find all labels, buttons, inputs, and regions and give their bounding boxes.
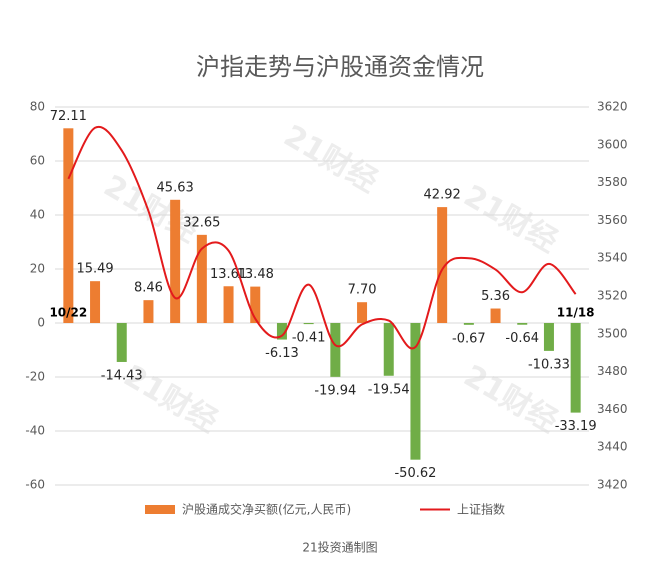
bar bbox=[330, 323, 341, 377]
bar bbox=[116, 323, 127, 362]
data-label: -50.62 bbox=[394, 466, 436, 481]
data-label: 42.92 bbox=[424, 188, 461, 203]
bar bbox=[543, 323, 554, 351]
bar bbox=[437, 207, 448, 323]
bar bbox=[63, 128, 74, 323]
source: 21投资通制图 bbox=[302, 540, 377, 555]
data-label: 72.11 bbox=[50, 109, 87, 124]
data-label: 13.48 bbox=[237, 267, 274, 282]
bar bbox=[90, 281, 101, 323]
legend-swatch bbox=[145, 505, 175, 514]
y2-tick-label: 3500 bbox=[597, 326, 628, 340]
y2-tick-label: 3460 bbox=[597, 402, 628, 416]
data-label: 15.49 bbox=[76, 262, 113, 277]
y2-tick-label: 3540 bbox=[597, 251, 628, 265]
data-label: 5.36 bbox=[481, 289, 510, 304]
bar bbox=[463, 323, 474, 325]
y-tick-label: -20 bbox=[25, 370, 45, 384]
legend-label: 上证指数 bbox=[457, 502, 505, 517]
legend-label: 沪股通成交净买额(亿元,人民币) bbox=[182, 502, 351, 517]
bar bbox=[570, 323, 581, 413]
bar bbox=[170, 199, 181, 323]
bar bbox=[276, 323, 287, 340]
bar bbox=[250, 286, 261, 323]
line bbox=[67, 125, 577, 350]
data-label: -0.41 bbox=[292, 331, 326, 346]
y2-tick-label: 3440 bbox=[597, 440, 628, 454]
y-tick-label: -40 bbox=[25, 424, 45, 438]
bar bbox=[383, 323, 394, 376]
bar bbox=[303, 323, 314, 325]
data-label: 45.63 bbox=[157, 180, 194, 195]
data-label: -33.19 bbox=[555, 419, 597, 434]
y-tick-label: 40 bbox=[30, 208, 45, 222]
data-label: -19.54 bbox=[368, 382, 410, 397]
bar bbox=[357, 302, 368, 323]
y2-tick-label: 3620 bbox=[597, 100, 628, 114]
bar bbox=[196, 234, 207, 323]
data-label: -19.94 bbox=[314, 383, 356, 398]
data-label: -10.33 bbox=[528, 357, 570, 372]
bar bbox=[517, 323, 528, 325]
bar bbox=[410, 323, 421, 460]
y2-tick-label: 3520 bbox=[597, 289, 628, 303]
y-tick-label: -60 bbox=[25, 478, 45, 492]
data-label: 32.65 bbox=[183, 215, 220, 230]
y2-tick-label: 3580 bbox=[597, 175, 628, 189]
data-label: -14.43 bbox=[101, 368, 143, 383]
data-label: -0.67 bbox=[452, 331, 486, 346]
y-tick-label: 0 bbox=[37, 316, 45, 330]
chart-title: 沪指走势与沪股通资金情况 bbox=[196, 53, 484, 81]
data-label: 8.46 bbox=[134, 281, 163, 296]
y-tick-label: 20 bbox=[30, 262, 45, 276]
y2-tick-label: 3420 bbox=[597, 478, 628, 492]
data-label: -6.13 bbox=[265, 346, 299, 361]
y2-tick-label: 3560 bbox=[597, 213, 628, 227]
x-tick-label: 11/18 bbox=[557, 306, 595, 320]
y-tick-label: 80 bbox=[30, 100, 45, 114]
bar bbox=[143, 300, 154, 323]
bar bbox=[223, 286, 234, 323]
x-tick-label: 10/22 bbox=[49, 306, 87, 320]
bar bbox=[490, 308, 501, 323]
data-label: 7.70 bbox=[348, 283, 377, 298]
y-tick-label: 60 bbox=[30, 154, 45, 168]
y2-tick-label: 3480 bbox=[597, 364, 628, 378]
y2-tick-label: 3600 bbox=[597, 137, 628, 151]
data-label: -0.64 bbox=[505, 331, 539, 346]
